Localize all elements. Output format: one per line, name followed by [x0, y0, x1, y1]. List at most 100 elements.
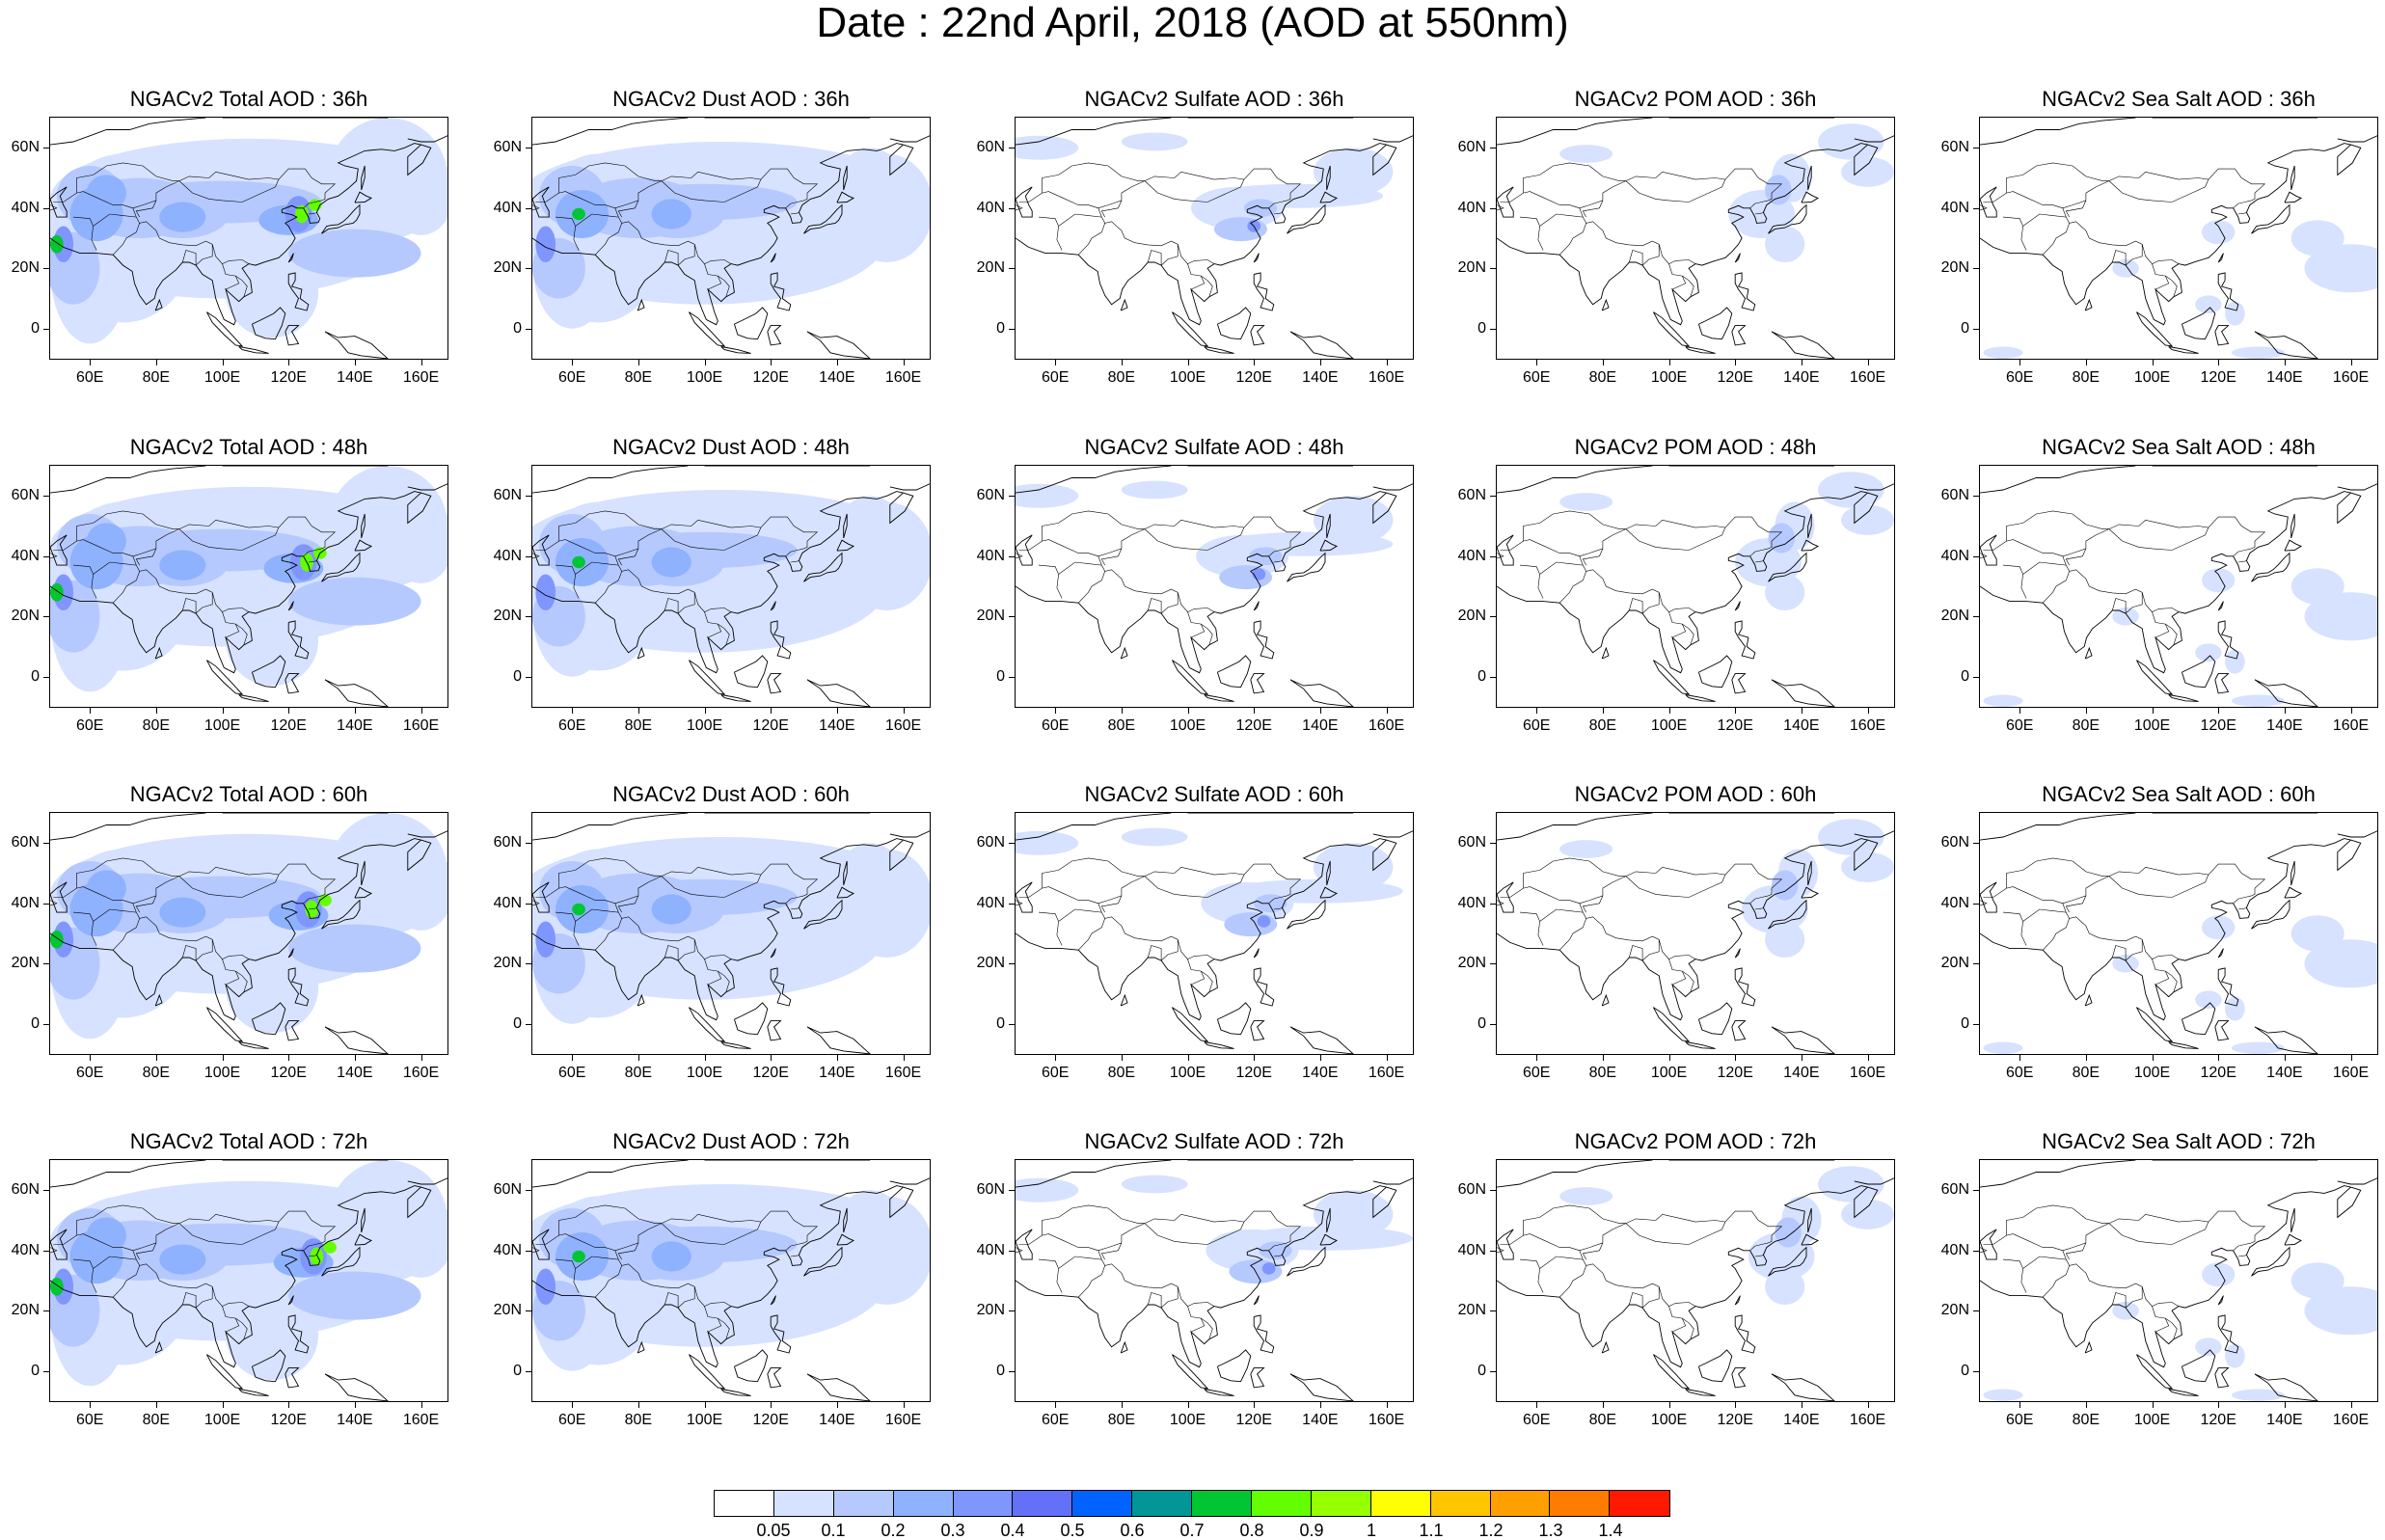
country-border	[1268, 895, 1287, 905]
x-tick-label: 120E	[1235, 1412, 1272, 1428]
country-border	[664, 945, 679, 961]
y-tick-label: 20N	[1940, 955, 1969, 972]
country-border	[308, 1255, 317, 1257]
aod-region	[86, 175, 126, 211]
country-border	[76, 1204, 180, 1252]
coastline	[407, 135, 447, 143]
coastline	[238, 1041, 269, 1049]
country-border	[1629, 1292, 1643, 1309]
country-border	[1273, 907, 1283, 910]
x-tick-mark	[572, 1402, 574, 1408]
x-tick-label: 140E	[819, 1412, 855, 1428]
y-tick-label: 40N	[1457, 547, 1486, 564]
aod-region	[572, 555, 585, 569]
colorbar-label: 0.1	[821, 1521, 846, 1540]
coastline	[1016, 881, 1033, 913]
x-tick-mark	[155, 1055, 157, 1061]
coastline	[1771, 1373, 1835, 1401]
y-tick-mark	[1490, 1023, 1496, 1025]
coastline	[354, 1233, 372, 1246]
country-border	[2065, 1242, 2087, 1260]
coastline	[1204, 346, 1234, 354]
coastline	[2214, 673, 2230, 694]
y-tick-mark	[1009, 843, 1015, 845]
x-tick-label: 80E	[1107, 1065, 1136, 1081]
country-border	[1754, 560, 1764, 563]
x-tick-label: 140E	[2266, 1412, 2303, 1428]
country-border	[2002, 216, 2027, 251]
coastline	[50, 534, 68, 566]
aod-region	[288, 1271, 421, 1320]
country-border	[555, 911, 580, 946]
x-tick-label: 60E	[1041, 1412, 1070, 1428]
y-tick-mark	[526, 1023, 531, 1025]
colorbar-label: 1.3	[1538, 1521, 1563, 1540]
y-tick-mark	[526, 268, 531, 270]
aod-region	[288, 924, 421, 973]
coastline	[354, 191, 372, 203]
aod-region	[1121, 1175, 1188, 1194]
coastline	[354, 539, 372, 552]
coastline	[1253, 620, 1275, 660]
country-border	[664, 598, 679, 614]
map-plot-area	[1496, 117, 1895, 360]
x-tick-mark	[1187, 1402, 1189, 1408]
coastline	[1319, 539, 1338, 552]
colorbar-swatch	[1252, 1491, 1312, 1516]
country-border	[1724, 1210, 1783, 1244]
coastline	[2136, 660, 2174, 695]
y-tick-mark	[43, 1023, 49, 1025]
coastline	[2290, 513, 2295, 539]
coastline	[2251, 1246, 2290, 1277]
y-tick-mark	[1009, 1250, 1015, 1252]
coastline	[2217, 253, 2224, 263]
country-border	[1668, 263, 1687, 290]
aod-region	[2195, 643, 2222, 662]
x-tick-label: 140E	[1302, 1412, 1339, 1428]
y-tick-mark	[1973, 676, 1979, 678]
x-tick-mark	[1668, 1055, 1670, 1061]
coastline	[1016, 1160, 1172, 1188]
y-tick-label: 60N	[1457, 1181, 1486, 1199]
x-tick-mark	[572, 708, 574, 714]
coastline	[1980, 1229, 1997, 1260]
x-tick-label: 120E	[2200, 1412, 2236, 1428]
country-border	[790, 212, 800, 215]
x-tick-label: 80E	[1588, 1065, 1617, 1081]
coastline	[689, 1007, 726, 1042]
country-border	[1519, 1258, 1544, 1293]
country-border	[178, 519, 280, 551]
coastline	[2284, 1233, 2302, 1246]
country-border	[785, 548, 804, 557]
x-tick-label: 160E	[1849, 1412, 1886, 1428]
panel-title: NGACv2 Total AOD : 36h	[129, 87, 368, 111]
x-tick-mark	[1602, 1055, 1604, 1061]
y-tick-mark	[526, 496, 531, 498]
y-tick-label: 60N	[11, 139, 40, 156]
x-tick-label: 100E	[1169, 717, 1206, 734]
country-border	[222, 611, 240, 638]
x-tick-mark	[354, 1402, 356, 1408]
country-border	[1980, 553, 1988, 559]
colorbar-label: 0.8	[1239, 1521, 1264, 1540]
country-border	[222, 263, 240, 290]
country-border	[664, 250, 679, 266]
coastline	[1326, 1207, 1331, 1233]
country-border	[1682, 275, 1694, 297]
x-tick-mark	[2019, 1055, 2021, 1061]
y-tick-label: 60N	[11, 1181, 40, 1199]
country-border	[2165, 275, 2178, 297]
x-tick-mark	[2152, 1055, 2154, 1061]
aod-region	[1765, 226, 1805, 262]
map-panel-total-72h: NGACv2 Total AOD : 72h 60E 80E 100E 120E 140E…	[12, 1129, 448, 1430]
coastline	[806, 1026, 871, 1054]
country-border	[1519, 911, 1544, 946]
y-tick-label: 0	[1477, 667, 1486, 685]
country-border	[664, 1292, 679, 1309]
country-border	[1187, 1306, 1206, 1333]
x-tick-mark	[1187, 1055, 1189, 1061]
aod-region	[310, 1247, 324, 1266]
coastline	[1768, 899, 1807, 930]
y-tick-mark	[1009, 555, 1015, 557]
coastline	[1734, 1314, 1756, 1354]
